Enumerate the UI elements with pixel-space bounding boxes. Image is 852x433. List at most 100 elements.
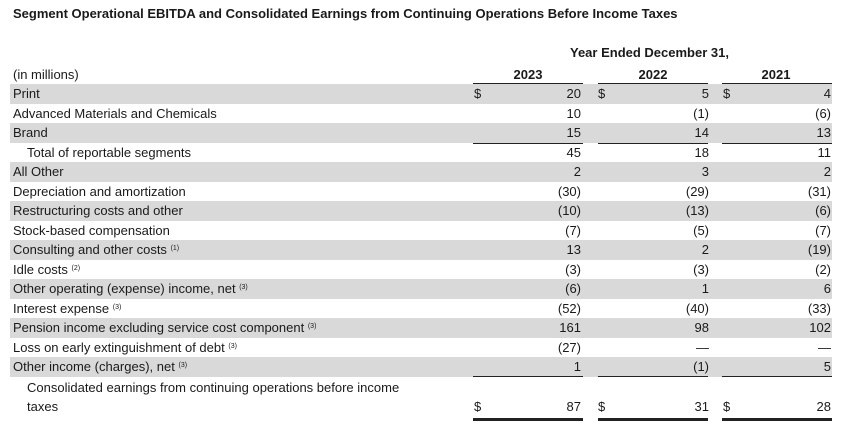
row-label: All Other — [13, 164, 64, 179]
row-label: Interest expense (3) — [13, 301, 121, 316]
row-label: Restructuring costs and other — [13, 203, 183, 218]
row-value-2022: (1) — [693, 359, 709, 374]
row-value-2022: — — [696, 339, 709, 355]
row-label: Depreciation and amortization — [13, 184, 186, 199]
row-label-text: Brand — [13, 125, 48, 140]
row-label-text: Restructuring costs and other — [13, 203, 183, 218]
row-value-2021: 6 — [823, 281, 831, 296]
total-rule-2023 — [473, 376, 583, 377]
row-shading — [10, 162, 832, 182]
row-label: Total of reportable segments — [27, 145, 191, 160]
table-row: Restructuring costs and other (10) (13) (6) — [0, 201, 852, 221]
table-row: Advanced Materials and Chemicals 10 (1) (6) — [0, 104, 852, 124]
row-shading — [10, 123, 832, 143]
row-label-text: All Other — [13, 164, 64, 179]
total-value-2021: 28 — [816, 399, 831, 414]
row-value-2023: 2 — [573, 164, 581, 179]
footnote-marker: (3) — [112, 303, 122, 311]
row-label-text: Stock-based compensation — [13, 222, 170, 238]
row-value-2021: (6) — [815, 203, 831, 218]
row-label-text: Interest expense — [13, 300, 110, 316]
table-title: Segment Operational EBITDA and Consolida… — [13, 6, 678, 21]
table-row: Loss on early extinguishment of debt (3)… — [0, 338, 852, 358]
double-rule-2021 — [722, 418, 832, 421]
row-value-2023: 15 — [566, 125, 581, 140]
row-value-2021: (33) — [807, 300, 831, 316]
row-value-2023: (7) — [565, 222, 581, 238]
row-label-text: Total of reportable segments — [27, 144, 192, 160]
row-value-2021: (31) — [807, 183, 831, 199]
row-value-2022: 1 — [701, 281, 709, 296]
unit-label: (in millions) — [13, 67, 79, 82]
row-label: Other income (charges), net (3) — [13, 359, 187, 374]
row-value-2022: 3 — [701, 164, 709, 179]
table-row: Brand 15 14 13 — [0, 123, 852, 143]
footnote-marker: (2) — [71, 264, 81, 272]
row-label-text: Idle costs — [13, 261, 68, 277]
row-label-text: Loss on early extinguishment of debt — [13, 339, 225, 355]
row-value-2023: 1 — [573, 359, 581, 374]
total-value-2023: 87 — [566, 399, 581, 414]
table-row: Pension income excluding service cost co… — [0, 318, 852, 338]
currency-symbol: $ — [598, 399, 606, 414]
row-value-2023: (27) — [557, 339, 581, 355]
currency-symbol: $ — [723, 86, 731, 101]
row-value-2021: 13 — [816, 125, 831, 140]
table-row: Other operating (expense) income, net (3… — [0, 279, 852, 299]
row-label-text: Print — [13, 86, 40, 101]
row-value-2022: 14 — [694, 125, 709, 140]
row-value-2023: (6) — [565, 281, 581, 296]
row-value-2023: (10) — [557, 203, 581, 218]
year-2021-header: 2021 — [761, 67, 791, 82]
row-shading — [10, 279, 832, 299]
row-value-2021: 102 — [809, 320, 831, 335]
header-rule-2023 — [473, 83, 583, 84]
table-row: Total of reportable segments 45 18 11 — [0, 143, 852, 163]
currency-symbol: $ — [474, 399, 482, 414]
subtotal-rule-2023 — [473, 143, 583, 144]
total-rule-2021 — [722, 376, 832, 377]
row-value-2023: 10 — [566, 105, 581, 121]
row-value-2022: 5 — [701, 86, 709, 101]
row-label: Print — [13, 86, 40, 101]
row-value-2021: (2) — [815, 261, 831, 277]
row-label: Stock-based compensation — [13, 223, 170, 238]
row-label: Pension income excluding service cost co… — [13, 320, 316, 335]
row-value-2021: (19) — [807, 242, 831, 257]
currency-symbol: $ — [474, 86, 482, 101]
row-value-2022: (40) — [685, 300, 709, 316]
total-rule-2022 — [598, 376, 708, 377]
row-value-2022: 2 — [701, 242, 709, 257]
header-rule-2022 — [598, 83, 708, 84]
row-value-2022: (29) — [685, 183, 709, 199]
row-value-2021: 4 — [823, 86, 831, 101]
total-label-line1: Consolidated earnings from continuing op… — [27, 380, 400, 395]
row-value-2022: 18 — [694, 144, 709, 160]
row-value-2021: — — [818, 339, 831, 355]
table-row: Consulting and other costs (1) 13 2 (19) — [0, 240, 852, 260]
header-rule-2021 — [722, 83, 832, 84]
table-row: Depreciation and amortization (30) (29) (31… — [0, 182, 852, 202]
row-shading — [10, 201, 832, 221]
row-value-2022: (13) — [685, 203, 709, 218]
subtotal-rule-2022 — [598, 143, 708, 144]
year-2022-header: 2022 — [638, 67, 668, 82]
row-value-2021: (7) — [815, 222, 831, 238]
row-label-text: Pension income excluding service cost co… — [13, 320, 305, 335]
row-label: Loss on early extinguishment of debt (3) — [13, 340, 237, 355]
row-value-2021: 2 — [823, 164, 831, 179]
row-value-2023: (52) — [557, 300, 581, 316]
row-label-text: Other income (charges), net — [13, 359, 175, 374]
row-shading — [10, 240, 832, 260]
row-value-2021: (6) — [815, 105, 831, 121]
row-label: Advanced Materials and Chemicals — [13, 106, 217, 121]
row-value-2022: 98 — [694, 320, 709, 335]
table-row: Interest expense (3) (52) (40) (33) — [0, 299, 852, 319]
row-shading — [10, 318, 832, 338]
row-label: Other operating (expense) income, net (3… — [13, 281, 248, 296]
row-shading — [10, 84, 832, 104]
row-label: Brand — [13, 125, 48, 140]
row-value-2023: 161 — [559, 320, 581, 335]
footnote-marker: (3) — [178, 362, 188, 369]
row-value-2021: 5 — [823, 359, 831, 374]
